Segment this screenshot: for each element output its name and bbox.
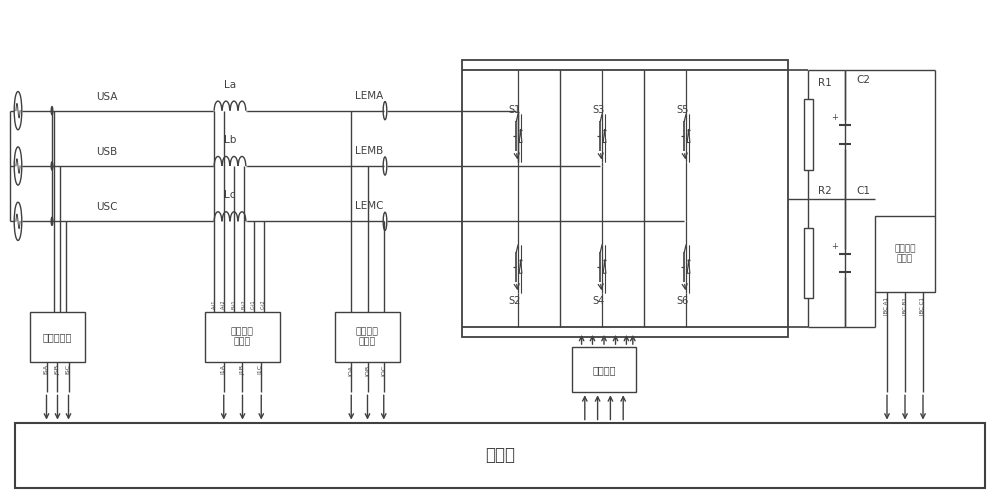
Text: 电压互感器: 电压互感器 <box>43 332 72 342</box>
Text: IOC: IOC <box>381 365 386 376</box>
Text: R2: R2 <box>818 186 831 196</box>
Text: C-i2: C-i2 <box>261 300 266 309</box>
Text: LEMC: LEMC <box>354 201 383 211</box>
Text: +: + <box>832 242 838 250</box>
Circle shape <box>51 162 53 170</box>
Text: S1: S1 <box>508 105 520 115</box>
Text: B-i2: B-i2 <box>242 300 246 309</box>
Text: S6: S6 <box>676 296 688 306</box>
Text: C2: C2 <box>856 75 870 86</box>
Bar <box>462 60 788 337</box>
Text: USA: USA <box>96 92 118 102</box>
Text: C-i1: C-i1 <box>251 300 256 309</box>
Text: J1C: J1C <box>259 365 264 375</box>
Text: A-i1: A-i1 <box>211 300 216 309</box>
Text: JSB: JSB <box>55 365 60 375</box>
Text: Lb: Lb <box>224 135 236 145</box>
Text: B-i1: B-i1 <box>231 300 236 309</box>
Text: S3: S3 <box>592 105 604 115</box>
Text: IOA: IOA <box>349 365 354 376</box>
Circle shape <box>51 107 53 115</box>
Text: 直流采样
互感器: 直流采样 互感器 <box>894 244 916 264</box>
Text: JSC: JSC <box>66 365 71 375</box>
Text: 主控板: 主控板 <box>485 446 515 464</box>
Bar <box>572 347 636 392</box>
Text: 输出电流
互感器: 输出电流 互感器 <box>356 327 379 347</box>
Bar <box>15 423 985 488</box>
Text: USC: USC <box>96 202 118 212</box>
Text: 负载电流
互感器: 负载电流 互感器 <box>231 327 254 347</box>
Text: +: + <box>832 114 838 122</box>
Text: IOB: IOB <box>365 365 370 376</box>
Bar <box>30 312 85 362</box>
Bar <box>335 312 400 362</box>
Circle shape <box>51 217 53 225</box>
Bar <box>804 100 812 170</box>
Text: S5: S5 <box>676 105 689 115</box>
Text: LEMA: LEMA <box>355 91 383 101</box>
Text: LEMB: LEMB <box>355 146 383 156</box>
Text: Lc: Lc <box>224 190 236 200</box>
Text: IBC C1: IBC C1 <box>920 297 926 315</box>
Text: IBC B1: IBC B1 <box>903 297 908 314</box>
Text: S2: S2 <box>508 296 521 306</box>
Bar <box>875 216 935 292</box>
Text: S4: S4 <box>592 296 604 306</box>
Text: La: La <box>224 79 236 90</box>
Text: IBC A1: IBC A1 <box>884 297 890 315</box>
Bar <box>205 312 280 362</box>
Text: 驱动电路: 驱动电路 <box>592 365 616 375</box>
Text: C1: C1 <box>856 186 870 196</box>
Bar <box>804 228 812 298</box>
Text: USB: USB <box>96 147 118 157</box>
Text: A-i2: A-i2 <box>221 300 226 309</box>
Text: JSA: JSA <box>44 365 49 375</box>
Text: R1: R1 <box>818 78 831 88</box>
Text: J1A: J1A <box>221 365 226 375</box>
Text: J1B: J1B <box>240 365 245 375</box>
